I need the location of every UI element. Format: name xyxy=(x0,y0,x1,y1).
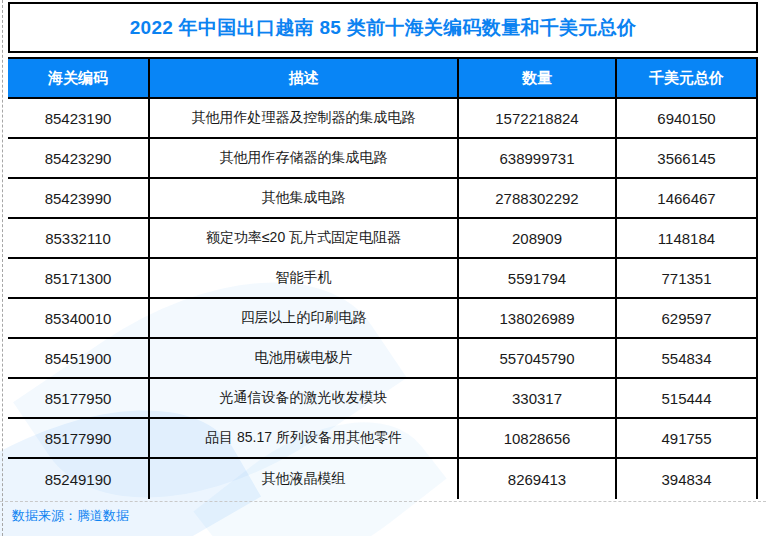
cell-hs-code: 85177990 xyxy=(8,419,148,459)
cell-total-price: 629597 xyxy=(615,299,756,339)
cell-quantity: 8269413 xyxy=(457,459,615,499)
page-title: 2022 年中国出口越南 85 类前十海关编码数量和千美元总价 xyxy=(130,15,637,41)
cell-hs-code: 85249190 xyxy=(8,459,148,499)
source-note: 数据来源：腾道数据 xyxy=(12,507,129,525)
cell-hs-code: 85177950 xyxy=(8,379,148,419)
cell-description: 额定功率≤20 瓦片式固定电阻器 xyxy=(148,219,457,259)
column-header-hs-code: 海关编码 xyxy=(8,59,148,99)
cell-description: 智能手机 xyxy=(148,259,457,299)
cell-hs-code: 85340010 xyxy=(8,299,148,339)
cell-total-price: 515444 xyxy=(615,379,756,419)
cell-total-price: 771351 xyxy=(615,259,756,299)
cell-hs-code: 85171300 xyxy=(8,259,148,299)
cell-hs-code: 85423190 xyxy=(8,99,148,139)
cell-hs-code: 85451900 xyxy=(8,339,148,379)
cell-quantity: 5591794 xyxy=(457,259,615,299)
cell-quantity: 208909 xyxy=(457,219,615,259)
cell-quantity: 10828656 xyxy=(457,419,615,459)
cell-total-price: 6940150 xyxy=(615,99,756,139)
column-header-quantity: 数量 xyxy=(457,59,615,99)
cell-hs-code: 85423990 xyxy=(8,179,148,219)
cell-description: 其他液晶模组 xyxy=(148,459,457,499)
column-header-total-price: 千美元总价 xyxy=(615,59,756,99)
cell-total-price: 1466467 xyxy=(615,179,756,219)
cell-total-price: 491755 xyxy=(615,419,756,459)
cell-hs-code: 85423290 xyxy=(8,139,148,179)
cell-description: 电池用碳电极片 xyxy=(148,339,457,379)
cell-quantity: 2788302292 xyxy=(457,179,615,219)
cell-total-price: 3566145 xyxy=(615,139,756,179)
cell-total-price: 1148184 xyxy=(615,219,756,259)
title-box: 2022 年中国出口越南 85 类前十海关编码数量和千美元总价 xyxy=(8,2,758,53)
cell-description: 其他用作处理器及控制器的集成电路 xyxy=(148,99,457,139)
data-table: 海关编码 描述 数量 千美元总价 85423190 其他用作处理器及控制器的集成… xyxy=(8,57,758,499)
cell-quantity: 638999731 xyxy=(457,139,615,179)
cell-description: 四层以上的印刷电路 xyxy=(148,299,457,339)
cell-description: 光通信设备的激光收发模块 xyxy=(148,379,457,419)
cell-quantity: 1572218824 xyxy=(457,99,615,139)
column-header-description: 描述 xyxy=(148,59,457,99)
cell-total-price: 554834 xyxy=(615,339,756,379)
cell-quantity: 557045790 xyxy=(457,339,615,379)
cell-description: 其他集成电路 xyxy=(148,179,457,219)
cell-quantity: 138026989 xyxy=(457,299,615,339)
cell-total-price: 394834 xyxy=(615,459,756,499)
table-bottom-dashed-line xyxy=(0,501,766,502)
cell-quantity: 330317 xyxy=(457,379,615,419)
cell-description: 品目 85.17 所列设备用其他零件 xyxy=(148,419,457,459)
cell-hs-code: 85332110 xyxy=(8,219,148,259)
page-break-dashed-line xyxy=(2,0,3,536)
cell-description: 其他用作存储器的集成电路 xyxy=(148,139,457,179)
